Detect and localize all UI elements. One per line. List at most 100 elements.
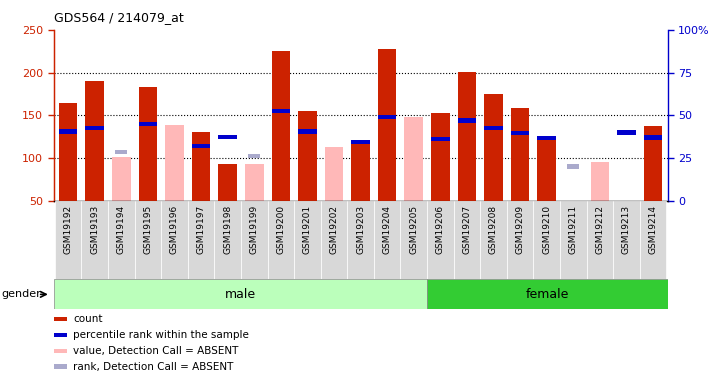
Bar (245, 164, 263, 201)
FancyBboxPatch shape (108, 201, 135, 279)
Bar (511, 108, 529, 201)
FancyBboxPatch shape (481, 201, 507, 279)
Bar (484, 94, 503, 201)
Bar (139, 122, 157, 126)
Bar (218, 135, 237, 139)
Text: percentile rank within the sample: percentile rank within the sample (74, 330, 249, 340)
Text: GSM19192: GSM19192 (64, 205, 73, 254)
Bar (59, 102, 78, 201)
Bar (271, 51, 290, 201)
FancyBboxPatch shape (533, 201, 560, 279)
Bar (298, 129, 317, 134)
FancyBboxPatch shape (507, 201, 533, 279)
Text: GSM19200: GSM19200 (276, 205, 286, 254)
Text: GSM19195: GSM19195 (144, 205, 152, 254)
Bar (351, 140, 370, 144)
Bar (643, 126, 663, 201)
Bar (298, 111, 317, 201)
Bar (378, 49, 396, 201)
FancyBboxPatch shape (55, 201, 81, 279)
Text: GSM19207: GSM19207 (463, 205, 471, 254)
Bar (590, 162, 609, 201)
Text: GSM19196: GSM19196 (170, 205, 179, 254)
Bar (427, 279, 668, 309)
Text: GSM19197: GSM19197 (196, 205, 206, 254)
Bar (431, 137, 450, 141)
FancyBboxPatch shape (613, 201, 640, 279)
Bar (325, 147, 343, 201)
Text: GSM19205: GSM19205 (409, 205, 418, 254)
Text: GSM19206: GSM19206 (436, 205, 445, 254)
Bar (248, 154, 261, 158)
FancyBboxPatch shape (188, 201, 214, 279)
FancyBboxPatch shape (135, 201, 161, 279)
Bar (431, 113, 450, 201)
Text: GSM19208: GSM19208 (489, 205, 498, 254)
FancyBboxPatch shape (321, 201, 347, 279)
FancyBboxPatch shape (453, 201, 481, 279)
Text: male: male (225, 288, 256, 301)
Bar (218, 164, 237, 201)
Bar (484, 126, 503, 130)
Text: GSM19204: GSM19204 (383, 205, 392, 254)
FancyBboxPatch shape (347, 201, 374, 279)
FancyBboxPatch shape (161, 201, 188, 279)
FancyBboxPatch shape (586, 201, 613, 279)
Bar (192, 144, 211, 148)
Bar (54, 348, 67, 353)
Bar (54, 364, 67, 369)
Bar (192, 132, 211, 201)
Bar (617, 130, 635, 135)
Bar (643, 135, 663, 140)
Bar (59, 129, 78, 134)
FancyBboxPatch shape (81, 201, 108, 279)
Text: count: count (74, 314, 103, 324)
FancyBboxPatch shape (294, 201, 321, 279)
Bar (54, 333, 67, 337)
Text: female: female (526, 288, 569, 301)
Bar (567, 164, 579, 169)
Text: GSM19202: GSM19202 (329, 205, 338, 254)
Bar (351, 141, 370, 201)
FancyBboxPatch shape (268, 201, 294, 279)
Text: GSM19193: GSM19193 (90, 205, 99, 254)
Text: GSM19213: GSM19213 (622, 205, 631, 254)
FancyBboxPatch shape (401, 201, 427, 279)
Text: GSM19212: GSM19212 (595, 205, 604, 254)
Text: GSM19194: GSM19194 (117, 205, 126, 254)
Bar (139, 87, 157, 201)
Bar (86, 126, 104, 130)
Bar (54, 316, 67, 321)
Text: rank, Detection Call = ABSENT: rank, Detection Call = ABSENT (74, 362, 233, 372)
Bar (165, 125, 183, 201)
Text: value, Detection Call = ABSENT: value, Detection Call = ABSENT (74, 346, 238, 356)
Bar (404, 117, 423, 201)
FancyBboxPatch shape (640, 201, 666, 279)
Text: GSM19201: GSM19201 (303, 205, 312, 254)
Text: GSM19214: GSM19214 (648, 205, 658, 254)
Bar (112, 157, 131, 201)
Bar (378, 115, 396, 119)
Text: GSM19209: GSM19209 (516, 205, 525, 254)
Text: GSM19199: GSM19199 (250, 205, 258, 254)
FancyBboxPatch shape (427, 201, 453, 279)
Bar (538, 138, 556, 201)
Bar (458, 118, 476, 123)
Bar (271, 109, 290, 113)
Bar (54, 279, 427, 309)
Bar (86, 81, 104, 201)
Text: GDS564 / 214079_at: GDS564 / 214079_at (54, 11, 183, 24)
Text: GSM19211: GSM19211 (569, 205, 578, 254)
Bar (511, 131, 529, 135)
FancyBboxPatch shape (374, 201, 401, 279)
Bar (458, 72, 476, 201)
Bar (538, 136, 556, 141)
FancyBboxPatch shape (560, 201, 586, 279)
Text: GSM19203: GSM19203 (356, 205, 365, 254)
Bar (115, 150, 127, 154)
Text: GSM19210: GSM19210 (542, 205, 551, 254)
FancyBboxPatch shape (241, 201, 268, 279)
FancyBboxPatch shape (214, 201, 241, 279)
Text: gender: gender (1, 290, 41, 299)
Text: GSM19198: GSM19198 (223, 205, 232, 254)
